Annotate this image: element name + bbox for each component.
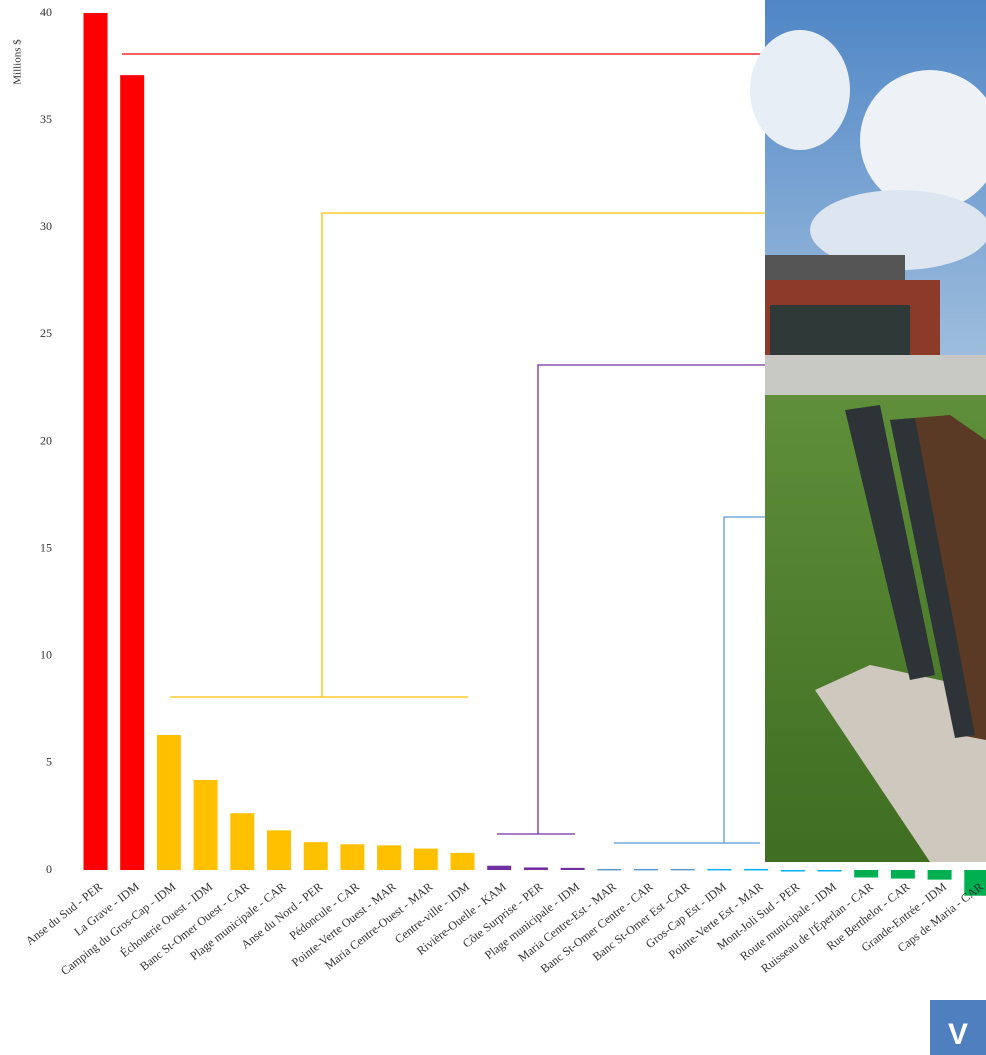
bar (83, 13, 108, 870)
badge (930, 1000, 986, 1055)
bar (487, 865, 512, 870)
bar (156, 735, 181, 870)
bar (964, 870, 986, 896)
bar (634, 868, 658, 871)
y-tick-label: 20 (40, 433, 52, 447)
y-tick-label: 5 (46, 755, 52, 769)
y-axis-label: Millions $ (12, 39, 24, 85)
bar (670, 868, 695, 871)
bar (854, 870, 879, 878)
badge-text: V (948, 1018, 968, 1051)
y-tick-label: 40 (40, 5, 52, 19)
y-tick-label: 0 (46, 862, 52, 876)
bar (377, 845, 402, 870)
bar (267, 830, 291, 870)
bar (303, 842, 328, 870)
bar (744, 868, 769, 871)
y-tick-label: 25 (40, 326, 52, 340)
bar (523, 867, 548, 870)
bar (707, 868, 732, 871)
bar (817, 870, 842, 872)
y-tick-label: 15 (40, 540, 52, 554)
bar (450, 852, 475, 870)
bar (890, 870, 915, 879)
y-tick-label: 30 (40, 219, 52, 233)
y-tick-label: 10 (40, 648, 52, 662)
bar (560, 867, 585, 870)
bar (413, 848, 438, 870)
bar (780, 870, 805, 872)
y-tick-label: 35 (40, 112, 52, 126)
bar (193, 780, 218, 870)
bar (340, 844, 365, 870)
bar (230, 813, 255, 870)
bar (597, 868, 622, 871)
photo (750, 0, 986, 862)
bar (927, 870, 952, 880)
bar (120, 75, 145, 870)
